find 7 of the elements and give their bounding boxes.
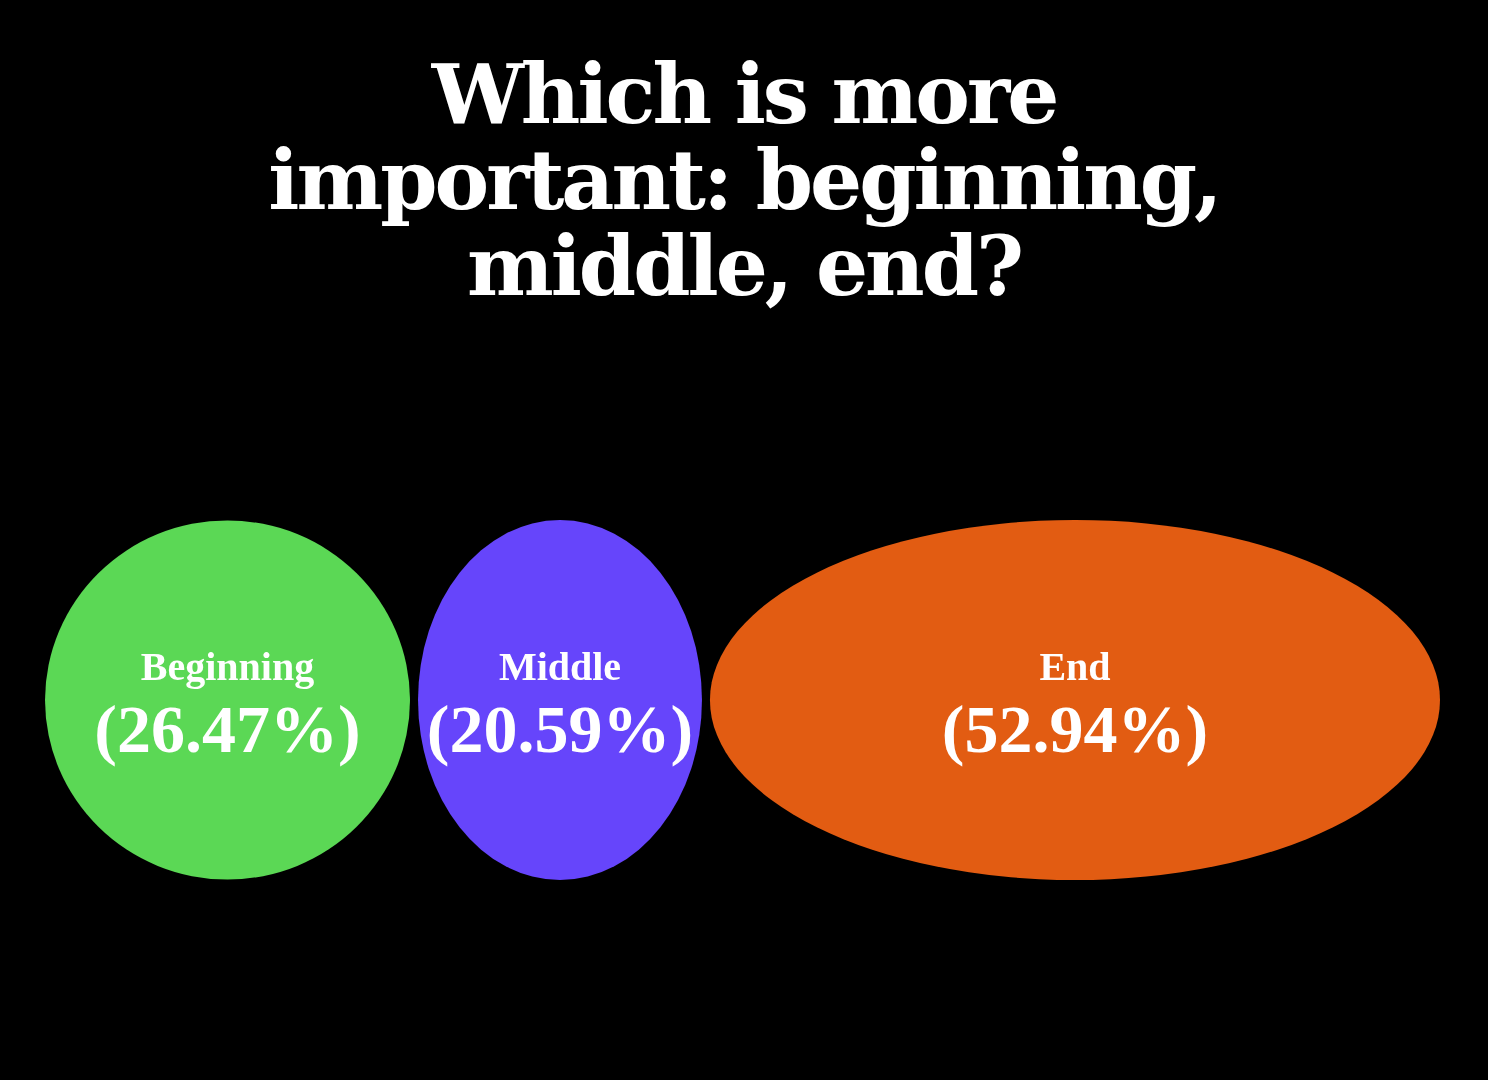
category-label: End <box>1039 644 1111 689</box>
category-label: Beginning <box>140 644 315 689</box>
text: Which is more important: beginning, middle, end? <box>267 45 1221 315</box>
data-label: (20.59%) <box>426 691 694 767</box>
data-label: (26.47%) <box>94 691 361 767</box>
data-label: (52.94%) <box>941 691 1209 767</box>
category-label: Middle <box>498 644 622 689</box>
